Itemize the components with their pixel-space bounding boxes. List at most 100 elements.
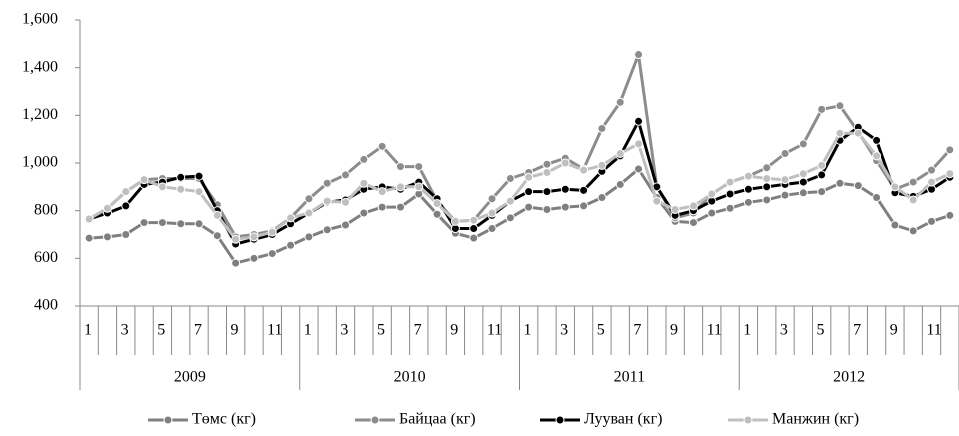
series-line xyxy=(88,131,951,241)
data-point xyxy=(945,210,955,220)
data-point xyxy=(102,232,112,242)
data-point xyxy=(927,165,937,175)
data-point xyxy=(743,171,753,181)
data-point xyxy=(780,175,790,185)
legend-marker xyxy=(743,415,753,425)
data-point xyxy=(286,213,296,223)
x-tick-label: 11 xyxy=(707,322,722,339)
data-point xyxy=(432,199,442,209)
legend-label: Лууван (кг) xyxy=(584,411,662,428)
legend-marker xyxy=(163,415,173,425)
x-tick-label: 5 xyxy=(597,322,605,339)
data-point xyxy=(560,184,570,194)
data-point xyxy=(469,224,479,234)
data-point xyxy=(762,195,772,205)
data-point xyxy=(945,145,955,155)
data-point xyxy=(817,187,827,197)
data-point xyxy=(121,187,131,197)
y-tick-label: 1,000 xyxy=(22,154,58,171)
x-tick-label: 11 xyxy=(487,322,502,339)
data-point xyxy=(725,203,735,213)
legend-label: Манжин (кг) xyxy=(772,411,859,428)
x-tick-label: 1 xyxy=(743,322,751,339)
y-tick-label: 600 xyxy=(34,249,58,266)
data-point xyxy=(890,220,900,230)
group-label: 2011 xyxy=(614,369,645,386)
x-tick-label: 1 xyxy=(304,322,312,339)
data-point xyxy=(469,233,479,243)
data-point xyxy=(359,208,369,218)
data-point xyxy=(542,159,552,169)
legend-marker xyxy=(555,415,565,425)
data-point xyxy=(817,104,827,114)
data-point xyxy=(908,195,918,205)
data-point xyxy=(634,164,644,174)
data-point xyxy=(231,234,241,244)
data-point xyxy=(927,177,937,187)
data-point xyxy=(872,151,882,161)
data-point xyxy=(688,218,698,228)
x-tick-label: 9 xyxy=(231,322,239,339)
x-tick-label: 11 xyxy=(267,322,282,339)
data-point xyxy=(84,233,94,243)
data-point xyxy=(817,160,827,170)
data-point xyxy=(524,202,534,212)
data-point xyxy=(395,202,405,212)
x-tick-label: 7 xyxy=(633,322,641,339)
data-point xyxy=(176,219,186,229)
data-point xyxy=(505,173,515,183)
data-point xyxy=(487,224,497,234)
data-point xyxy=(524,187,534,197)
x-tick-label: 11 xyxy=(926,322,941,339)
x-tick-label: 7 xyxy=(414,322,422,339)
data-point xyxy=(872,193,882,203)
data-point xyxy=(890,182,900,192)
data-point xyxy=(176,172,186,182)
data-point xyxy=(212,231,222,241)
data-point xyxy=(798,139,808,149)
data-point xyxy=(762,182,772,192)
data-point xyxy=(414,162,424,172)
data-point xyxy=(835,101,845,111)
data-point xyxy=(542,187,552,197)
data-point xyxy=(267,227,277,237)
data-point xyxy=(102,203,112,213)
data-point xyxy=(304,194,314,204)
data-point xyxy=(139,218,149,228)
legend-marker xyxy=(370,415,380,425)
data-point xyxy=(560,202,570,212)
data-point xyxy=(634,139,644,149)
x-tick-label: 3 xyxy=(340,322,348,339)
legend-label: Төмс (кг) xyxy=(192,411,256,428)
x-tick-label: 1 xyxy=(84,322,92,339)
data-point xyxy=(542,204,552,214)
y-tick-label: 1,600 xyxy=(22,11,58,28)
group-label: 2012 xyxy=(833,369,865,386)
x-tick-label: 9 xyxy=(450,322,458,339)
data-point xyxy=(139,175,149,185)
y-tick-label: 1,200 xyxy=(22,106,58,123)
data-point xyxy=(450,216,460,226)
data-point xyxy=(542,168,552,178)
data-point xyxy=(194,219,204,229)
x-tick-label: 1 xyxy=(524,322,532,339)
data-point xyxy=(560,158,570,168)
data-point xyxy=(231,258,241,268)
data-point xyxy=(597,193,607,203)
data-point xyxy=(853,128,863,138)
data-point xyxy=(927,216,937,226)
data-point xyxy=(176,184,186,194)
data-point xyxy=(487,194,497,204)
x-tick-label: 3 xyxy=(560,322,568,339)
data-point xyxy=(634,50,644,60)
data-point xyxy=(267,249,277,259)
data-point xyxy=(688,201,698,211)
series-line xyxy=(88,119,951,246)
data-point xyxy=(579,165,589,175)
data-point xyxy=(798,177,808,187)
y-tick-label: 800 xyxy=(34,201,58,218)
data-point xyxy=(945,169,955,179)
data-point xyxy=(762,173,772,183)
data-point xyxy=(908,177,918,187)
